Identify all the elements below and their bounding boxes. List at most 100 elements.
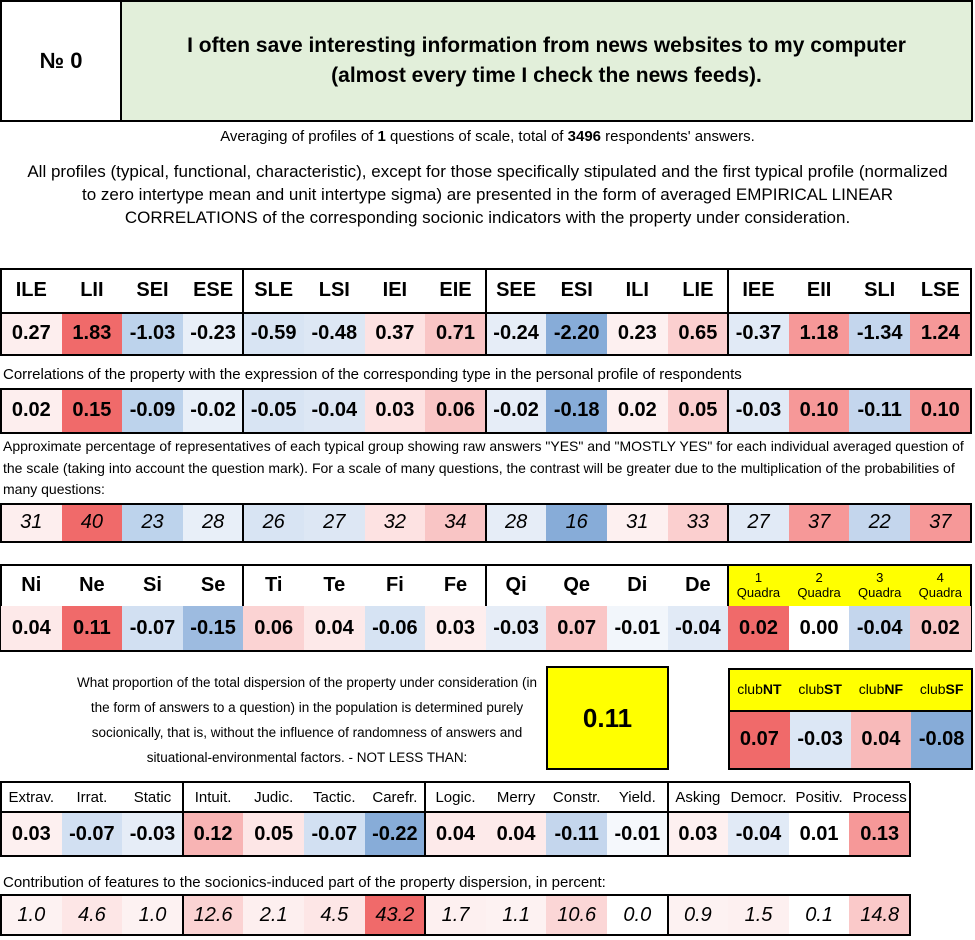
type-cell-lii: 40 bbox=[61, 503, 123, 541]
trait-contribution-constr: 10.6 bbox=[546, 896, 607, 934]
trait-label-judic: Judic. bbox=[254, 788, 294, 806]
type-cell-lie: 0.05 bbox=[667, 388, 729, 432]
grid-line bbox=[181, 894, 184, 936]
function-value-ti: 0.06 bbox=[243, 606, 304, 650]
type-cell-sei: -0.09 bbox=[122, 388, 183, 432]
type-cell-lse: 0.10 bbox=[910, 388, 971, 432]
quadra-number: 1 bbox=[754, 570, 763, 585]
trait-label-intuit: Intuit. bbox=[194, 788, 232, 806]
trait-value-judic: 0.05 bbox=[243, 813, 304, 855]
group-border bbox=[0, 268, 2, 314]
type-cell-ese: ESE bbox=[193, 278, 234, 301]
grid-line bbox=[0, 894, 2, 936]
trait-value-asking: 0.03 bbox=[667, 813, 729, 855]
respondent-count: 3496 bbox=[567, 128, 602, 145]
quadra-label-1: 1 Quadra bbox=[728, 564, 789, 606]
type-cell-iee: -0.03 bbox=[728, 388, 789, 432]
grid-line bbox=[181, 783, 184, 857]
trait-value-static: -0.03 bbox=[122, 813, 183, 855]
grid-line bbox=[666, 894, 669, 936]
group-border bbox=[0, 388, 2, 434]
trait-contribution-tactic: 4.5 bbox=[304, 896, 365, 934]
grid-line bbox=[729, 668, 972, 670]
quadra-word: Quadra bbox=[736, 585, 781, 600]
club-code: ST bbox=[824, 681, 842, 697]
type-cell-see: -0.24 bbox=[485, 312, 547, 354]
trait-contribution-merry: 1.1 bbox=[485, 896, 547, 934]
header-question-cell: I often save interesting information fro… bbox=[120, 0, 973, 122]
type-cell-lsi: LSI bbox=[318, 278, 350, 301]
type-cell-lii: 1.83 bbox=[61, 312, 123, 354]
group-border bbox=[727, 268, 730, 314]
function-label-qe: Qe bbox=[563, 573, 591, 596]
trait-label-static: Static bbox=[133, 788, 172, 806]
type-cell-eii: 0.10 bbox=[788, 388, 850, 432]
function-label-ne: Ne bbox=[79, 573, 105, 596]
grid-line bbox=[729, 768, 972, 770]
type-cell-eie: 0.06 bbox=[425, 388, 486, 432]
type-cell-ile: 31 bbox=[1, 503, 62, 541]
club-code: SF bbox=[945, 681, 964, 697]
group-border bbox=[969, 312, 972, 356]
type-cell-sle: -0.59 bbox=[243, 312, 304, 354]
quadra-label-3: 3 Quadra bbox=[849, 564, 910, 606]
club-code: NT bbox=[762, 681, 782, 697]
group-border bbox=[484, 503, 487, 543]
group-border bbox=[0, 503, 2, 543]
grid-line bbox=[0, 934, 910, 936]
trait-value-process: 0.13 bbox=[849, 813, 910, 855]
function-label-te: Te bbox=[323, 573, 346, 596]
function-value-se: -0.15 bbox=[182, 606, 244, 650]
contribution-caption: Contribution of features to the socionic… bbox=[3, 874, 606, 891]
function-value-ni: 0.04 bbox=[1, 606, 62, 650]
grid-line bbox=[909, 783, 911, 857]
group-border bbox=[969, 388, 972, 434]
type-cell-iei: 32 bbox=[364, 503, 426, 541]
type-cell-esi: -0.18 bbox=[546, 388, 607, 432]
question-number: № 0 bbox=[39, 48, 83, 73]
trait-value-yield: -0.01 bbox=[607, 813, 668, 855]
trait-contribution-intuit: 12.6 bbox=[182, 896, 244, 934]
trait-value-extrav: 0.03 bbox=[1, 813, 62, 855]
type-cell-lie: 33 bbox=[667, 503, 729, 541]
function-label-di: Di bbox=[627, 573, 648, 596]
type-cell-lse: LSE bbox=[920, 278, 960, 301]
question-count: 1 bbox=[377, 128, 386, 145]
grid-line bbox=[728, 668, 730, 770]
quadra-word: Quadra bbox=[858, 585, 902, 600]
type-cell-ili: 0.23 bbox=[607, 312, 668, 354]
quadra-label-4: 4 Quadra bbox=[910, 564, 971, 606]
type-cell-iei: 0.37 bbox=[364, 312, 426, 354]
group-border bbox=[242, 312, 245, 356]
grid-line bbox=[0, 855, 910, 857]
grid-line bbox=[424, 894, 427, 936]
trait-contribution-yield: 0.0 bbox=[607, 896, 668, 934]
type-cell-lsi: -0.48 bbox=[304, 312, 365, 354]
trait-contribution-extrav: 1.0 bbox=[1, 896, 62, 934]
grid-line bbox=[909, 894, 911, 936]
group-border bbox=[242, 388, 245, 434]
summary-text-2: questions of scale, total of bbox=[385, 128, 568, 145]
trait-value-democr: -0.04 bbox=[728, 813, 789, 855]
club-value-st: -0.03 bbox=[789, 710, 851, 768]
type-cell-iei: 0.03 bbox=[364, 388, 426, 432]
trait-label-merry: Merry bbox=[496, 788, 536, 806]
trait-value-positiv: 0.01 bbox=[788, 813, 850, 855]
correlation-caption: Correlations of the property with the ex… bbox=[3, 366, 742, 383]
function-label-de: De bbox=[685, 573, 711, 596]
quadra-value-2: 0.00 bbox=[788, 606, 850, 650]
grid-line bbox=[0, 783, 2, 857]
type-cell-sle: 26 bbox=[243, 503, 304, 541]
type-cell-eii: 37 bbox=[788, 503, 850, 541]
type-cell-ili: 31 bbox=[607, 503, 668, 541]
quadra-word: Quadra bbox=[918, 585, 962, 600]
type-cell-sei: -1.03 bbox=[122, 312, 183, 354]
type-cell-eie: 34 bbox=[425, 503, 486, 541]
group-border bbox=[969, 268, 972, 314]
function-label-se: Se bbox=[200, 573, 226, 596]
quadra-value-4: 0.02 bbox=[910, 606, 971, 650]
type-cell-eii: 1.18 bbox=[788, 312, 850, 354]
dispersion-value: 0.11 bbox=[582, 702, 633, 733]
group-border bbox=[484, 312, 487, 356]
group-border bbox=[969, 503, 972, 543]
